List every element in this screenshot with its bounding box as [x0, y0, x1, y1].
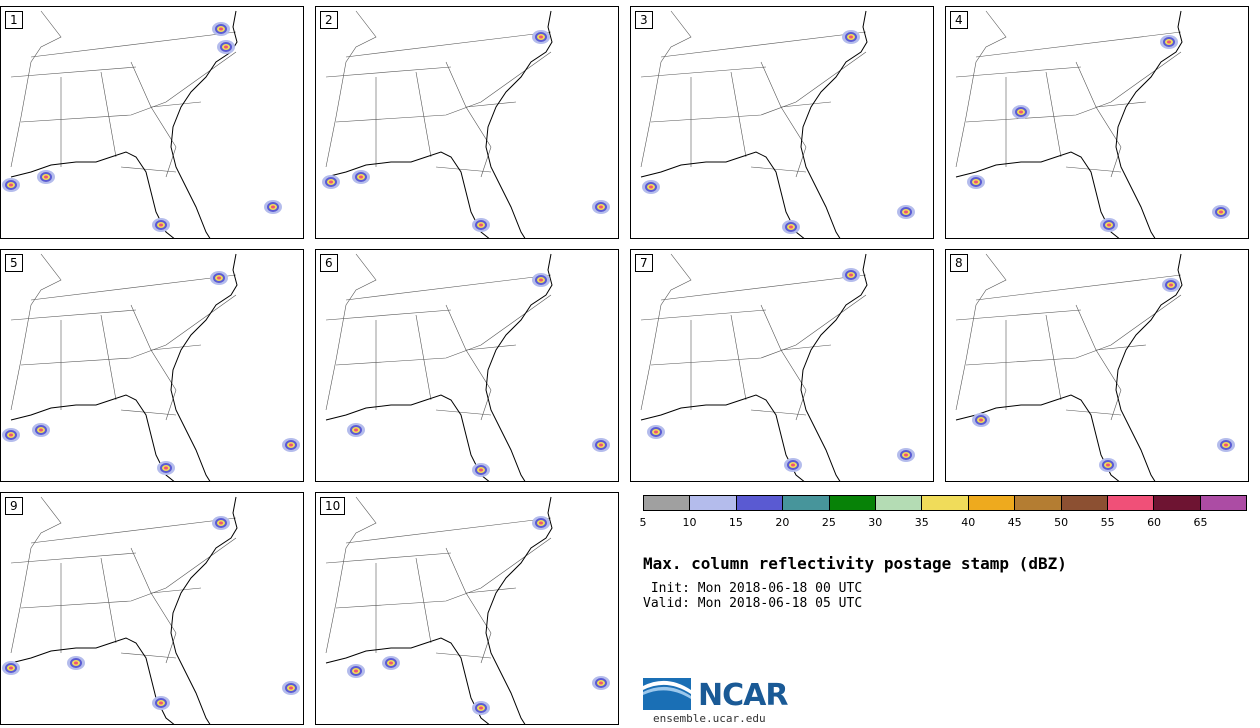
panel-label: 8	[950, 254, 968, 272]
ensemble-member-panel: 5	[0, 249, 304, 482]
ensemble-member-panel: 10	[315, 492, 619, 725]
colorbar-tick-label: 20	[775, 516, 790, 529]
colorbar-tick-label: 25	[821, 516, 836, 529]
colorbar-tick-label: 40	[961, 516, 976, 529]
colorbar-tick-label: 45	[1007, 516, 1022, 529]
ensemble-member-panel: 6	[315, 249, 619, 482]
ncar-logo-text: NCAR	[698, 678, 788, 713]
colorbar-tick-label: 55	[1100, 516, 1115, 529]
panel-label: 6	[320, 254, 338, 272]
colorbar-segment	[1015, 496, 1062, 510]
init-time: Init: Mon 2018-06-18 00 UTC	[643, 581, 863, 596]
colorbar-tick-label: 65	[1193, 516, 1208, 529]
panel-label: 4	[950, 11, 968, 29]
colorbar-tick-label: 5	[639, 516, 647, 529]
ensemble-member-panel: 7	[630, 249, 934, 482]
colorbar-segment	[1200, 496, 1247, 510]
colorbar-tick-label: 60	[1147, 516, 1162, 529]
colorbar-segment	[829, 496, 876, 510]
panel-label: 5	[5, 254, 23, 272]
plot-title: Max. column reflectivity postage stamp (…	[643, 554, 1067, 573]
panel-label: 7	[635, 254, 653, 272]
colorbar-tick-label: 35	[914, 516, 929, 529]
colorbar-segment	[690, 496, 737, 510]
colorbar-segment	[736, 496, 784, 510]
ensemble-member-panel: 9	[0, 492, 304, 725]
ensemble-member-panel: 1	[0, 6, 304, 239]
ensemble-member-panel: 3	[630, 6, 934, 239]
panel-label: 2	[320, 11, 338, 29]
colorbar-tick-label: 15	[728, 516, 743, 529]
colorbar-segment	[922, 496, 969, 510]
ensemble-member-panel: 4	[945, 6, 1249, 239]
colorbar-tick-label: 50	[1054, 516, 1069, 529]
colorbar-segment	[1107, 496, 1155, 510]
ensemble-member-panel: 8	[945, 249, 1249, 482]
colorbar-segment	[968, 496, 1016, 510]
panel-label: 9	[5, 497, 23, 515]
valid-time: Valid: Mon 2018-06-18 05 UTC	[643, 596, 863, 611]
colorbar-segment	[875, 496, 923, 510]
colorbar-tick-label: 30	[868, 516, 883, 529]
panel-label: 3	[635, 11, 653, 29]
panel-label: 10	[320, 497, 346, 515]
site-url[interactable]: ensemble.ucar.edu	[653, 712, 766, 725]
panel-label: 1	[5, 11, 23, 29]
colorbar-tick-label: 10	[682, 516, 697, 529]
colorbar-segment	[644, 496, 691, 510]
colorbar-segment	[783, 496, 830, 510]
colorbar-segment	[1061, 496, 1108, 510]
ncar-logo-icon	[643, 678, 691, 710]
ensemble-member-panel: 2	[315, 6, 619, 239]
colorbar-segment	[1154, 496, 1201, 510]
colorbar	[643, 495, 1247, 511]
